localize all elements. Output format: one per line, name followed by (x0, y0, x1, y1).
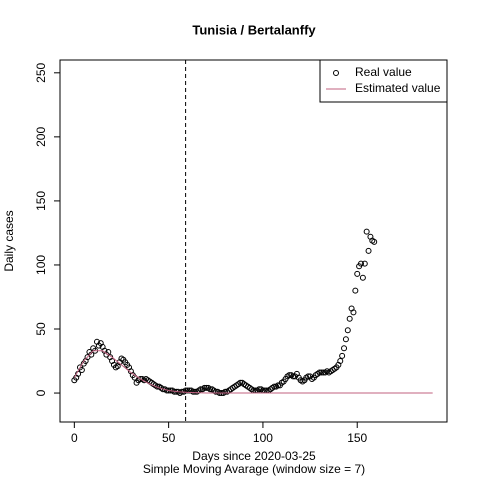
data-point (203, 384, 210, 391)
data-point (361, 260, 368, 267)
data-point (318, 369, 325, 376)
legend-symbol (333, 70, 339, 76)
y-tick-label: 200 (34, 127, 48, 147)
x-tick-label: 150 (347, 431, 367, 445)
data-point (342, 336, 349, 343)
data-point (192, 388, 199, 395)
data-point (341, 345, 348, 352)
y-axis-label: Daily cases (2, 210, 16, 271)
subtitle: Simple Moving Avarage (window size = 7) (143, 462, 365, 476)
data-point (186, 387, 193, 394)
data-point (78, 366, 85, 373)
data-point (365, 247, 372, 254)
y-tick-label: 100 (34, 255, 48, 275)
data-point (350, 309, 357, 316)
y-tick-label: 0 (34, 389, 48, 396)
legend-label: Estimated value (355, 81, 441, 95)
data-point (339, 352, 346, 359)
data-point (363, 228, 370, 235)
data-point (352, 287, 359, 294)
legend-label: Real value (355, 65, 412, 79)
data-point (346, 315, 353, 322)
data-point (222, 388, 229, 395)
data-point (182, 387, 189, 394)
data-point (286, 372, 293, 379)
x-tick-label: 50 (162, 431, 176, 445)
data-point (256, 386, 263, 393)
data-point (371, 238, 378, 245)
legend-box (319, 59, 448, 103)
data-point (184, 387, 191, 394)
data-point (337, 358, 344, 365)
chart-title: Tunisia / Bertalanffy (192, 22, 316, 37)
y-tick-label: 50 (34, 322, 48, 336)
data-point (207, 386, 214, 393)
data-point (358, 260, 364, 267)
data-point (271, 383, 278, 390)
data-point (201, 384, 208, 391)
data-point (197, 386, 204, 393)
data-point (316, 369, 323, 376)
y-tick-label: 250 (34, 62, 48, 82)
x-tick-label: 100 (253, 431, 273, 445)
data-point (320, 369, 327, 376)
data-point (237, 379, 244, 386)
data-point (359, 274, 366, 281)
y-tick-label: 150 (34, 191, 48, 211)
x-tick-label: 0 (71, 431, 78, 445)
data-point (190, 388, 197, 395)
data-point (344, 327, 351, 334)
data-point (137, 375, 144, 382)
plot-box (59, 59, 448, 423)
x-axis-label: Days since 2020-03-25 (192, 449, 316, 463)
data-point (212, 388, 219, 395)
data-point (354, 270, 361, 277)
estimated-line (73, 350, 433, 394)
